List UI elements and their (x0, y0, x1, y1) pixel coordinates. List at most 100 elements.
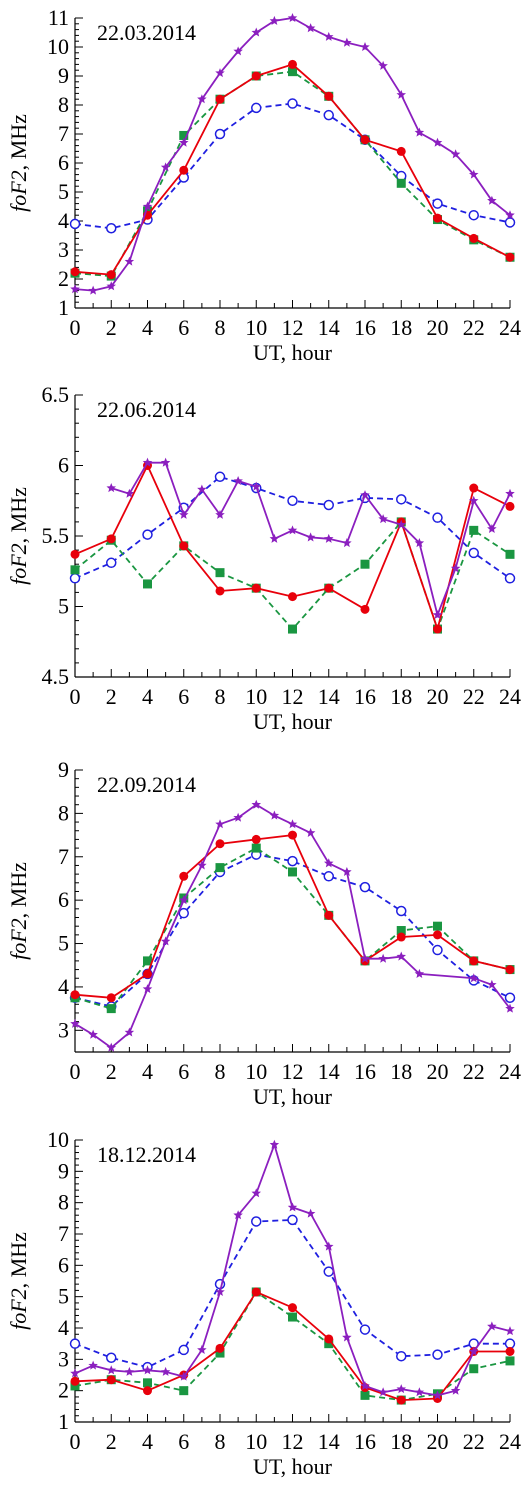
data-point-star (124, 256, 135, 266)
data-point-square (360, 559, 370, 569)
data-point-square (469, 525, 479, 535)
data-point-star (70, 1018, 80, 1028)
data-point-star (215, 68, 225, 78)
data-point-open-circle (287, 495, 298, 506)
x-tick-label: 4 (142, 1429, 153, 1454)
y-tick-label: 2 (58, 1378, 69, 1403)
data-point-star (487, 523, 497, 533)
data-point-star (124, 1366, 135, 1376)
data-point-star (160, 1366, 171, 1376)
data-point-star (269, 810, 280, 820)
x-tick-label: 6 (178, 1429, 189, 1454)
data-point-star (233, 46, 243, 56)
data-point-square (433, 921, 442, 931)
x-tick-label: 14 (318, 684, 340, 709)
series-star (70, 13, 515, 295)
data-point-square (505, 549, 515, 559)
data-point-circle (251, 71, 261, 81)
data-point-star (414, 538, 425, 548)
x-tick-label: 2 (106, 1059, 117, 1084)
data-point-star (233, 476, 243, 486)
data-point-star (305, 532, 316, 542)
data-point-circle (106, 1375, 116, 1385)
data-point-star (468, 1346, 479, 1356)
x-tick-label: 6 (178, 1059, 189, 1084)
data-point-star (124, 1027, 135, 1037)
x-tick-label: 16 (354, 1429, 376, 1454)
data-point-star (487, 979, 497, 989)
x-tick-label: 8 (215, 684, 226, 709)
y-tick-label: 7 (58, 1221, 69, 1246)
data-point-circle (396, 146, 406, 156)
date-label: 22.06.2014 (97, 397, 196, 422)
x-tick-label: 18 (390, 684, 412, 709)
data-point-square (70, 1381, 80, 1391)
data-point-star (197, 860, 207, 870)
data-point-star (106, 1365, 117, 1375)
data-point-star (342, 1332, 352, 1342)
series-circle (70, 59, 515, 280)
data-point-star (124, 488, 135, 498)
data-point-open-circle (323, 1266, 334, 1277)
data-point-circle (469, 956, 479, 966)
data-point-star (178, 509, 189, 519)
data-point-star (468, 973, 479, 983)
data-point-star (396, 519, 407, 529)
data-point-star (251, 27, 262, 37)
y-tick-label: 9 (58, 63, 69, 88)
date-label: 22.09.2014 (97, 772, 196, 797)
data-point-square (288, 624, 297, 634)
data-point-circle (288, 1303, 297, 1313)
x-tick-label: 22 (463, 1059, 485, 1084)
x-tick-label: 20 (427, 1429, 449, 1454)
y-tick-label: 6 (58, 1252, 69, 1277)
data-point-open-circle (396, 1350, 407, 1362)
data-point-star (215, 509, 225, 519)
x-tick-label: 22 (463, 315, 485, 340)
data-point-circle (433, 213, 442, 223)
x-tick-label: 16 (354, 315, 376, 340)
data-point-open-circle (69, 1338, 81, 1349)
data-point-circle (70, 1376, 80, 1386)
data-point-square (324, 1339, 334, 1349)
data-point-circle (251, 834, 261, 844)
data-point-star (178, 1371, 189, 1381)
data-point-open-circle (432, 1349, 443, 1360)
data-point-star (450, 563, 461, 573)
x-tick-label: 14 (318, 1429, 340, 1454)
data-point-circle (70, 267, 80, 277)
data-point-circle (396, 1395, 406, 1405)
x-axis-label: UT, hour (253, 1454, 333, 1479)
x-tick-label: 0 (70, 684, 81, 709)
y-tick-label: 5 (58, 1284, 69, 1309)
y-tick-label: 5.5 (42, 523, 70, 548)
data-point-star (269, 1139, 280, 1149)
x-tick-label: 12 (282, 684, 304, 709)
x-axis-label: UT, hour (253, 1084, 333, 1109)
data-point-square (469, 1364, 479, 1374)
data-point-star (505, 488, 515, 498)
series-star (106, 457, 515, 620)
data-point-circle (433, 930, 442, 940)
data-point-circle (360, 135, 370, 145)
series-star (70, 1139, 515, 1400)
data-point-circle (324, 91, 334, 101)
data-point-star (323, 31, 334, 41)
data-point-star (106, 281, 117, 291)
data-point-open-circle (287, 98, 298, 109)
data-point-square (288, 67, 297, 77)
data-point-star (378, 953, 388, 963)
series-line (74, 853, 511, 1008)
data-point-open-circle (251, 1216, 262, 1227)
date-label: 22.03.2014 (97, 20, 196, 45)
data-point-star (505, 210, 515, 220)
data-point-square (288, 1312, 297, 1322)
x-tick-label: 22 (463, 684, 485, 709)
data-point-circle (288, 830, 297, 840)
data-point-star (287, 819, 298, 829)
y-axis-label-quantity: foF2 (6, 1288, 31, 1330)
x-tick-label: 24 (499, 684, 521, 709)
data-point-circle (324, 1334, 334, 1344)
